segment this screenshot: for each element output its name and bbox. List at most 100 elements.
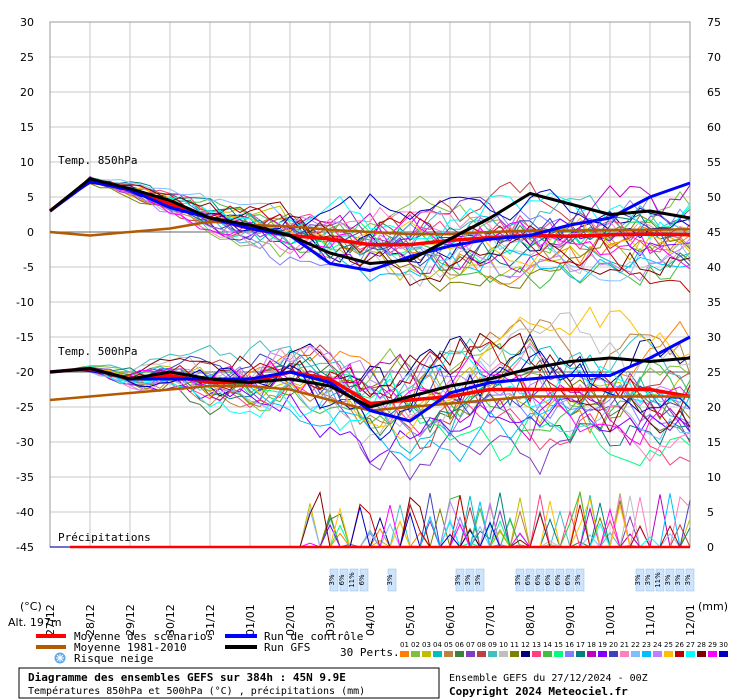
t500-label: Temp. 500hPa xyxy=(58,345,137,358)
x-tick-label: 27/12 xyxy=(44,604,57,636)
pert-swatch xyxy=(620,651,629,657)
member-t500-line xyxy=(49,353,691,433)
pert-number: 22 xyxy=(631,641,640,649)
snow-risk-value: 3% xyxy=(684,574,692,585)
pert-number: 12 xyxy=(521,641,530,649)
legend-clim-swatch xyxy=(36,645,66,649)
pert-number: 11 xyxy=(510,641,519,649)
snow-risk-bg xyxy=(535,568,545,592)
snow-flake-icon xyxy=(54,652,66,664)
snow-risk-value: 3% xyxy=(474,574,482,585)
legend-clim-label: Moyenne 1981-2010 xyxy=(74,641,187,654)
snow-risk-bg xyxy=(455,568,465,592)
right-tick-label: 25 xyxy=(707,366,721,379)
x-tick-label: 12/01 xyxy=(684,604,697,636)
snow-risk-marker: 3% xyxy=(684,568,695,592)
x-tick-label: 06/01 xyxy=(444,604,457,636)
snow-risk-value: 11% xyxy=(654,572,662,588)
pert-swatch xyxy=(543,651,552,657)
left-tick-label: -5 xyxy=(23,261,34,274)
right-tick-label: 5 xyxy=(707,506,714,519)
footer-run: Ensemble GEFS du 27/12/2024 - 00Z xyxy=(449,673,648,684)
member-t500-line xyxy=(49,365,691,463)
footer-box xyxy=(18,667,440,699)
member-t850-line xyxy=(49,182,691,287)
left-tick-label: 15 xyxy=(20,121,34,134)
pert-number: 18 xyxy=(587,641,596,649)
precip-label: Précipitations xyxy=(58,531,151,544)
pert-number: 01 xyxy=(400,641,409,649)
left-tick-label: -15 xyxy=(16,331,34,344)
pert-swatch xyxy=(664,651,673,657)
snow-risk-marker: 6% xyxy=(524,568,535,592)
member-t500-line xyxy=(49,353,691,446)
x-tick-label: 30/12 xyxy=(164,604,177,636)
pert-number: 16 xyxy=(565,641,574,649)
left-tick-label: -20 xyxy=(16,366,34,379)
member-t500-line xyxy=(49,360,691,441)
right-tick-label: 75 xyxy=(707,16,721,29)
legend: Moyenne des scénarios Moyenne 1981-2010 … xyxy=(36,630,728,665)
snow-risk-value: 3% xyxy=(454,574,462,585)
series-t500_control xyxy=(49,335,691,423)
x-tick-label: 31/12 xyxy=(204,604,217,636)
pert-swatch xyxy=(488,651,497,657)
pert-number: 26 xyxy=(675,641,684,649)
snow-risk-marker: 3% xyxy=(664,568,675,592)
pert-swatch xyxy=(565,651,574,657)
pert-swatch xyxy=(719,651,728,657)
member-t850-line xyxy=(49,178,691,282)
legend-gfs-label: Run GFS xyxy=(264,641,310,654)
pert-number: 09 xyxy=(488,641,497,649)
member-t500-line xyxy=(49,354,691,446)
pert-number: 23 xyxy=(642,641,651,649)
pert-swatch xyxy=(653,651,662,657)
legend-mean-swatch xyxy=(36,634,66,638)
snow-risk-marker: 6% xyxy=(534,568,545,592)
pert-number: 03 xyxy=(422,641,431,649)
left-tick-label: 25 xyxy=(20,51,34,64)
snow-risk-marker: 6% xyxy=(338,568,349,592)
right-tick-label: 55 xyxy=(707,156,721,169)
pert-swatch xyxy=(499,651,508,657)
pert-swatch xyxy=(510,651,519,657)
legend-gfs-swatch xyxy=(225,645,257,649)
x-tick-label: 04/01 xyxy=(364,604,377,636)
left-axis: 30 25 20 15 10 5 0 -5 -10 -15 -20 -25 -30 -35 -40 -45 xyxy=(16,16,34,554)
snow-risk-marker: 3% xyxy=(454,568,465,592)
left-tick-label: 30 xyxy=(20,16,34,29)
pert-swatch xyxy=(433,651,442,657)
snow-risk-bg xyxy=(359,568,369,592)
pert-swatch xyxy=(576,651,585,657)
pert-swatch xyxy=(697,651,706,657)
legend-control-label: Run de contrôle xyxy=(264,630,363,643)
pert-swatch xyxy=(532,651,541,657)
snow-risk-marker: 3% xyxy=(574,568,585,592)
left-tick-label: 5 xyxy=(27,191,34,204)
pert-number: 02 xyxy=(411,641,420,649)
snow-risk-value: 3% xyxy=(328,574,336,585)
snow-risk-bg xyxy=(575,568,585,592)
left-tick-label: 20 xyxy=(20,86,34,99)
series-t850_clim xyxy=(49,220,691,237)
panel-labels: Temp. 850hPa Temp. 500hPa Précipitations xyxy=(58,154,151,544)
pert-swatch xyxy=(455,651,464,657)
pert-number: 05 xyxy=(444,641,453,649)
pert-swatch xyxy=(598,651,607,657)
snow-risk-bg xyxy=(665,568,675,592)
x-tick-label: 07/01 xyxy=(484,604,497,636)
right-tick-label: 65 xyxy=(707,86,721,99)
right-axis-unit: (mm) xyxy=(698,600,728,613)
left-tick-label: -40 xyxy=(16,506,34,519)
pert-number: 28 xyxy=(697,641,706,649)
right-tick-label: 30 xyxy=(707,331,721,344)
pert-swatch xyxy=(411,651,420,657)
pert-number: 24 xyxy=(653,641,662,649)
right-tick-label: 50 xyxy=(707,191,721,204)
pert-number: 14 xyxy=(543,641,552,649)
footer-subtitle: Températures 850hPa et 500hPa (°C) , pré… xyxy=(28,685,365,697)
series-t850_gfs xyxy=(49,177,691,265)
snow-risk-value: 3% xyxy=(664,574,672,585)
pert-number: 08 xyxy=(477,641,486,649)
snow-risk-value: 6% xyxy=(524,574,532,585)
